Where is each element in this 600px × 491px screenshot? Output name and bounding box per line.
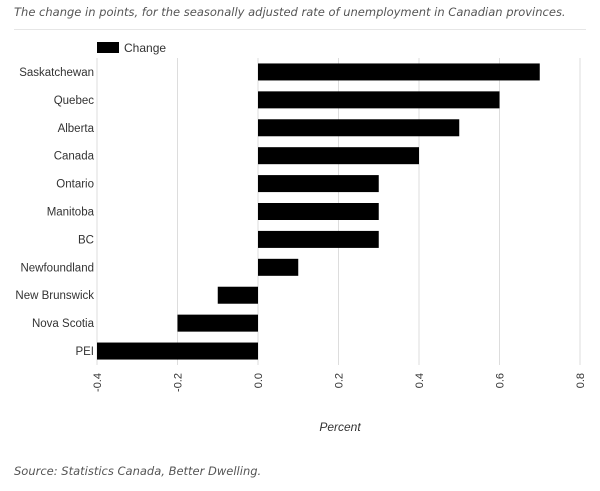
bar xyxy=(217,286,258,304)
category-label: Ontario xyxy=(56,179,94,191)
caption-divider xyxy=(14,29,586,30)
x-tick-label: -0.2 xyxy=(173,373,185,392)
legend: Change xyxy=(97,41,166,55)
category-label: Saskatchewan xyxy=(19,67,94,79)
category-label: BC xyxy=(78,234,94,246)
legend-swatch xyxy=(97,42,119,53)
category-label: Newfoundland xyxy=(20,262,94,274)
bar xyxy=(258,230,379,248)
category-label: Quebec xyxy=(54,95,95,107)
x-tick-label: -0.4 xyxy=(92,373,104,392)
legend-label: Change xyxy=(124,41,166,55)
source-note: Source: Statistics Canada, Better Dwelli… xyxy=(14,464,262,478)
chart-caption: The change in points, for the seasonally… xyxy=(14,5,566,19)
x-axis-label: Percent xyxy=(319,420,361,434)
bar xyxy=(177,314,258,332)
x-tick-label: 0.4 xyxy=(414,373,426,388)
category-label: New Brunswick xyxy=(15,290,94,302)
bar xyxy=(97,342,258,360)
category-labels: Saskatchewan Quebec Alberta Canada Ontario Ma… xyxy=(15,67,94,358)
x-tick-label: 0.8 xyxy=(575,373,587,388)
category-label: Canada xyxy=(54,151,95,163)
x-tick-label: 0.2 xyxy=(334,373,346,388)
category-label: Nova Scotia xyxy=(32,318,95,330)
bar xyxy=(258,147,419,165)
bar xyxy=(258,203,379,220)
bar xyxy=(258,119,460,137)
category-label: PEI xyxy=(75,346,94,358)
bar xyxy=(258,63,540,81)
category-label: Manitoba xyxy=(47,207,95,219)
x-tick-label: 0.6 xyxy=(495,373,507,388)
bar xyxy=(258,91,500,109)
bars xyxy=(97,63,540,360)
bar xyxy=(258,258,299,276)
bar xyxy=(258,175,379,193)
category-label: Alberta xyxy=(58,123,95,135)
x-tick-label: 0.0 xyxy=(253,373,265,388)
x-tick-labels: -0.4 -0.2 0.0 0.2 0.4 0.6 0.8 xyxy=(92,373,587,392)
